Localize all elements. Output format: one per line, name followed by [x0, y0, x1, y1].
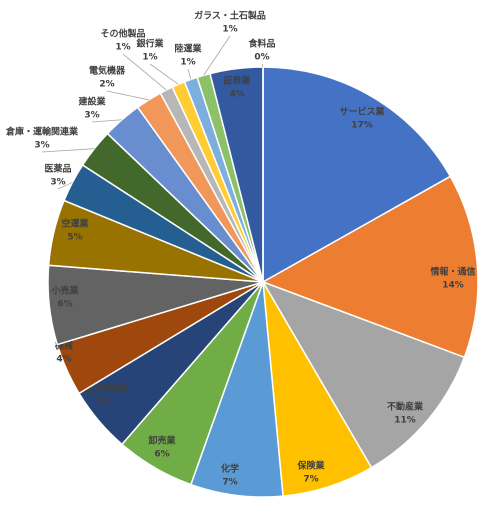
slice-label: 小売業 — [50, 285, 79, 297]
slice-value-label: 3% — [50, 178, 65, 188]
leader-line — [122, 53, 167, 91]
slice-value-label: 0% — [254, 53, 269, 63]
slice-value-label: 11% — [394, 416, 416, 426]
slice-label: 倉庫・運輸関連業 — [5, 126, 79, 138]
leader-line — [149, 63, 179, 85]
leader-line — [57, 181, 73, 190]
leader-line — [41, 148, 95, 153]
slice-label: 保険業 — [296, 460, 325, 472]
slice-label: 情報・通信 — [429, 266, 475, 278]
slice-label: 空運業 — [61, 218, 89, 230]
leader-line — [106, 90, 149, 101]
slice-label: 化学 — [221, 463, 239, 475]
slice-value-label: 1% — [115, 43, 130, 53]
slice-label: 不動産業 — [387, 401, 424, 413]
slice-value-label: 7% — [222, 478, 237, 488]
slice-label: 卸売業 — [148, 435, 176, 447]
leader-line — [187, 68, 192, 80]
pie-slice — [261, 175, 479, 359]
pie-slice — [261, 280, 466, 469]
pie-slice — [262, 66, 452, 284]
slice-value-label: 14% — [442, 281, 464, 291]
slice-value-label: 6% — [154, 450, 169, 460]
slice-label: 医薬品 — [44, 163, 71, 175]
slice-label: 食料品 — [247, 38, 275, 50]
slice-value-label: 7% — [303, 475, 318, 485]
slice-value-label: 5% — [97, 398, 112, 408]
slice-value-label: 2% — [99, 80, 114, 90]
slice-label: 証券業 — [223, 75, 251, 87]
slice-label: サービス業 — [339, 106, 385, 118]
slice-value-label: 6% — [57, 300, 72, 310]
slice-label: その他製品 — [100, 28, 145, 40]
slice-value-label: 3% — [34, 141, 49, 151]
leader-line — [261, 63, 264, 68]
slice-value-label: 1% — [142, 53, 157, 63]
slice-value-label: 1% — [222, 25, 237, 35]
slice-value-label: 17% — [351, 121, 373, 131]
slice-value-label: 4% — [56, 355, 71, 365]
slice-label: 陸運業 — [174, 43, 202, 55]
slice-value-label: 4% — [229, 90, 244, 100]
slice-label: 電気機器 — [89, 65, 126, 77]
leader-line — [203, 35, 231, 76]
slice-value-label: 1% — [180, 58, 195, 68]
slice-value-label: 5% — [67, 233, 82, 243]
leader-line — [91, 119, 123, 123]
slice-label: ガラス・土石製品 — [194, 10, 266, 22]
slice-label: 銀行業 — [136, 38, 164, 50]
slice-label: 輸送用機器 — [82, 383, 128, 395]
slice-label: 建設業 — [78, 96, 106, 108]
slice-value-label: 3% — [84, 111, 99, 121]
